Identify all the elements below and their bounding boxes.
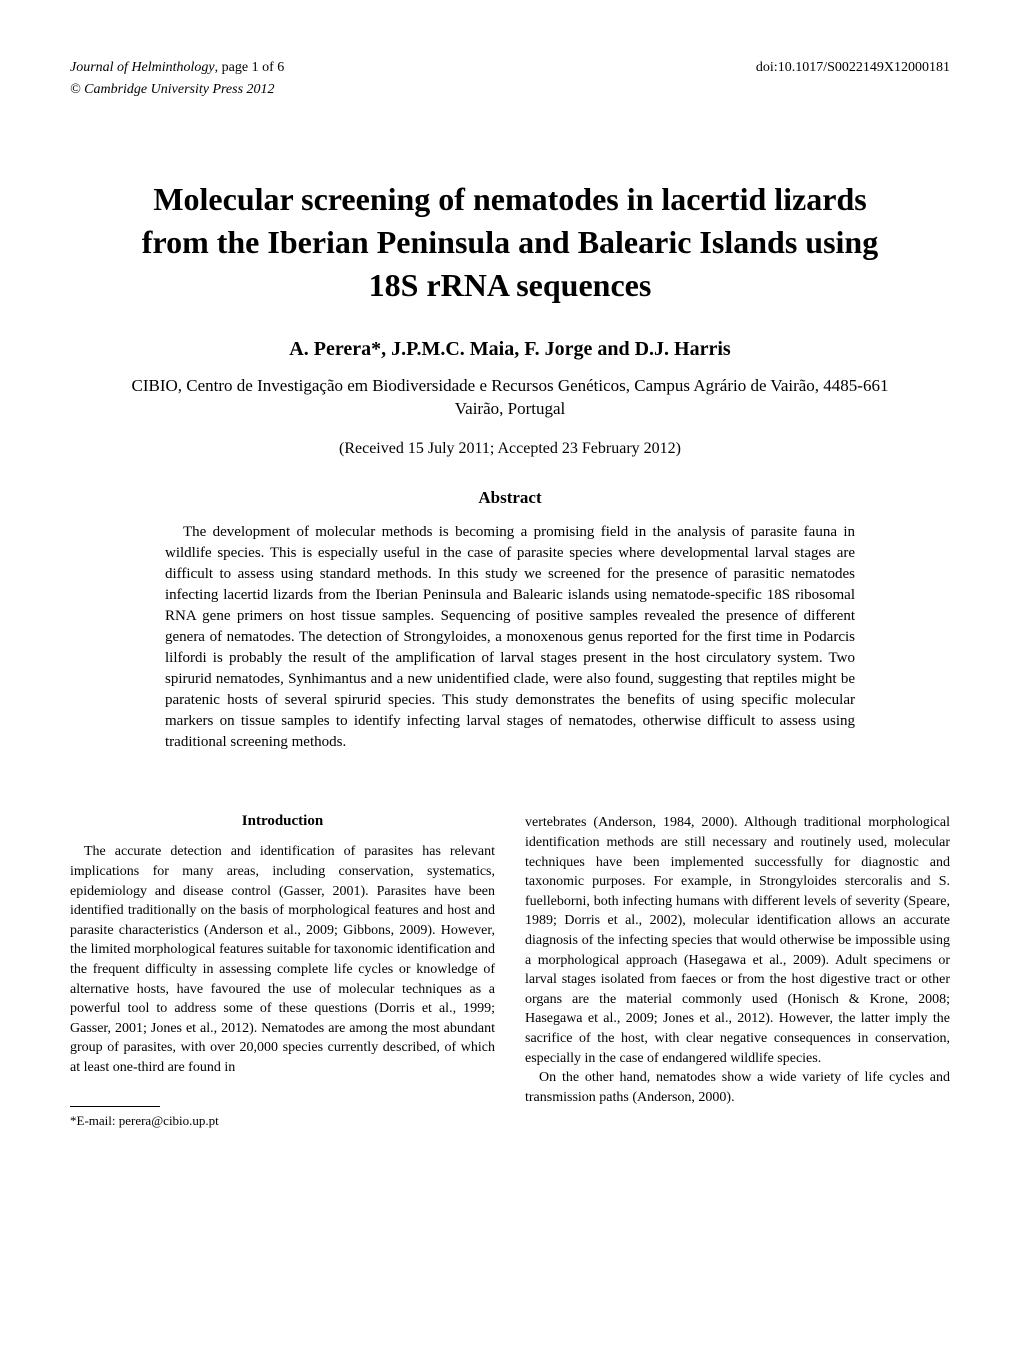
column-left: Introduction The accurate detection and … — [70, 813, 495, 1128]
abstract-heading: Abstract — [70, 488, 950, 508]
footnote-rule — [70, 1106, 160, 1107]
right-col-paragraph-1: vertebrates (Anderson, 1984, 2000). Alth… — [525, 813, 950, 1068]
received-accepted-dates: (Received 15 July 2011; Accepted 23 Febr… — [70, 440, 950, 458]
article-title: Molecular screening of nematodes in lace… — [120, 178, 900, 308]
authors-line: A. Perera*, J.P.M.C. Maia, F. Jorge and … — [70, 338, 950, 361]
journal-name: Journal of Helminthology — [70, 60, 215, 75]
intro-paragraph-1: The accurate detection and identificatio… — [70, 842, 495, 1077]
corresponding-email-footnote: *E-mail: perera@cibio.up.pt — [70, 1113, 495, 1129]
doi: doi:10.1017/S0022149X12000181 — [756, 60, 950, 76]
copyright-line: © Cambridge University Press 2012 — [70, 82, 950, 98]
right-col-paragraph-2: On the other hand, nematodes show a wide… — [525, 1068, 950, 1107]
page-range: , page 1 of 6 — [215, 60, 285, 75]
column-right: vertebrates (Anderson, 1984, 2000). Alth… — [525, 813, 950, 1128]
abstract-text: The development of molecular methods is … — [165, 522, 855, 753]
affiliation: CIBIO, Centro de Investigação em Biodive… — [130, 375, 890, 421]
running-header: Journal of Helminthology, page 1 of 6 do… — [70, 60, 950, 76]
journal-and-pages: Journal of Helminthology, page 1 of 6 — [70, 60, 284, 76]
introduction-heading: Introduction — [70, 813, 495, 830]
two-column-body: Introduction The accurate detection and … — [70, 813, 950, 1128]
